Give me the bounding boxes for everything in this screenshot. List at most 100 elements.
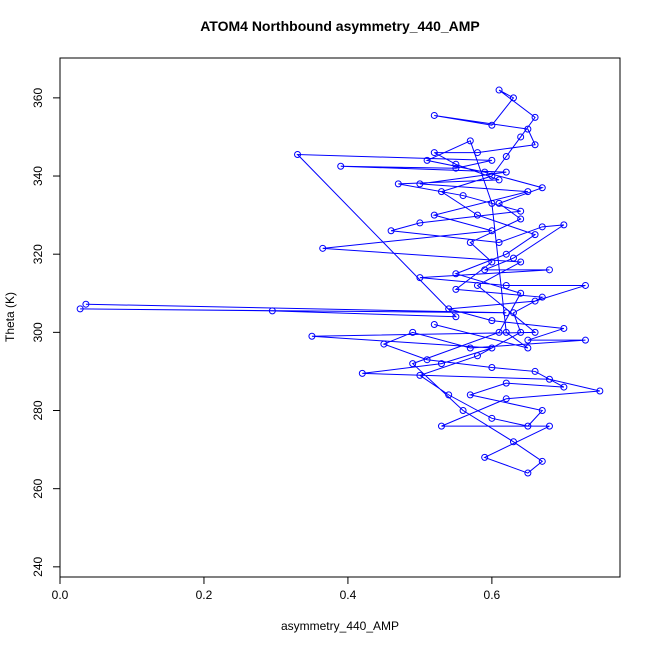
data-point	[488, 156, 496, 164]
data-point	[445, 305, 453, 313]
data-point	[430, 149, 438, 157]
data-point	[488, 317, 496, 325]
chart-title: ATOM4 Northbound asymmetry_440_AMP	[200, 18, 480, 34]
data-point	[538, 223, 546, 231]
data-point	[560, 221, 568, 229]
y-tick-label: 320	[31, 244, 45, 264]
data-point	[524, 188, 532, 196]
data-point	[430, 211, 438, 219]
data-point	[509, 438, 517, 446]
data-point	[509, 309, 517, 317]
data-point	[495, 86, 503, 94]
data-point	[430, 321, 438, 329]
data-point	[509, 94, 517, 102]
data-point	[82, 300, 90, 308]
data-point	[437, 422, 445, 430]
data-point	[488, 199, 496, 207]
data-point	[481, 266, 489, 274]
data-point	[502, 168, 510, 176]
data-point	[466, 238, 474, 246]
y-axis-label: Theta (K)	[3, 292, 17, 342]
data-point	[473, 281, 481, 289]
x-tick-label: 0.0	[52, 588, 69, 602]
x-tick-label: 0.2	[196, 588, 213, 602]
data-point	[517, 328, 525, 336]
data-point	[531, 328, 539, 336]
data-point	[538, 407, 546, 415]
data-point	[560, 383, 568, 391]
data-point	[538, 293, 546, 301]
data-point	[337, 162, 345, 170]
data-point	[430, 111, 438, 119]
data-point	[466, 391, 474, 399]
data-point	[416, 371, 424, 379]
y-tick-label: 280	[31, 400, 45, 420]
data-point	[560, 324, 568, 332]
data-point	[308, 332, 316, 340]
data-point	[466, 344, 474, 352]
y-tick-label: 340	[31, 166, 45, 186]
data-point	[416, 219, 424, 227]
data-point	[524, 422, 532, 430]
y-tick-label: 360	[31, 88, 45, 108]
data-point	[502, 250, 510, 258]
data-point	[445, 391, 453, 399]
data-point	[488, 258, 496, 266]
data-point	[502, 395, 510, 403]
data-point	[452, 285, 460, 293]
data-point	[452, 164, 460, 172]
data-point	[481, 453, 489, 461]
data-point	[517, 207, 525, 215]
data-point	[394, 180, 402, 188]
data-point	[294, 151, 302, 159]
data-point	[531, 367, 539, 375]
data-point	[452, 160, 460, 168]
data-point	[531, 113, 539, 121]
data-point	[509, 254, 517, 262]
y-tick-label: 300	[31, 322, 45, 342]
data-point	[495, 176, 503, 184]
y-tick-label: 240	[31, 557, 45, 577]
data-point	[502, 379, 510, 387]
data-point	[524, 344, 532, 352]
data-point	[502, 309, 510, 317]
data-point	[524, 125, 532, 133]
data-point	[524, 336, 532, 344]
data-point	[581, 281, 589, 289]
data-point	[387, 227, 395, 235]
data-point	[495, 199, 503, 207]
series-line	[80, 89, 600, 474]
data-point	[319, 244, 327, 252]
data-point	[409, 328, 417, 336]
data-point	[495, 328, 503, 336]
data-point	[488, 414, 496, 422]
data-point	[538, 457, 546, 465]
data-point	[517, 289, 525, 297]
data-point	[268, 307, 276, 315]
x-axis-label: asymmetry_440_AMP	[281, 619, 399, 633]
data-point	[545, 422, 553, 430]
data-point	[596, 387, 604, 395]
data-point	[517, 215, 525, 223]
data-point	[416, 180, 424, 188]
data-point	[437, 188, 445, 196]
data-point	[488, 121, 496, 129]
data-point	[437, 360, 445, 368]
data-point	[581, 336, 589, 344]
data-point	[538, 184, 546, 192]
data-point	[481, 168, 489, 176]
data-point	[473, 149, 481, 157]
data-point	[517, 258, 525, 266]
data-point	[517, 133, 525, 141]
data-point	[488, 344, 496, 352]
data-point	[423, 156, 431, 164]
data-point	[466, 137, 474, 145]
data-point	[524, 469, 532, 477]
data-point	[459, 192, 467, 200]
data-point	[531, 231, 539, 239]
x-tick-label: 0.4	[340, 588, 357, 602]
data-point	[380, 340, 388, 348]
data-point	[488, 364, 496, 372]
